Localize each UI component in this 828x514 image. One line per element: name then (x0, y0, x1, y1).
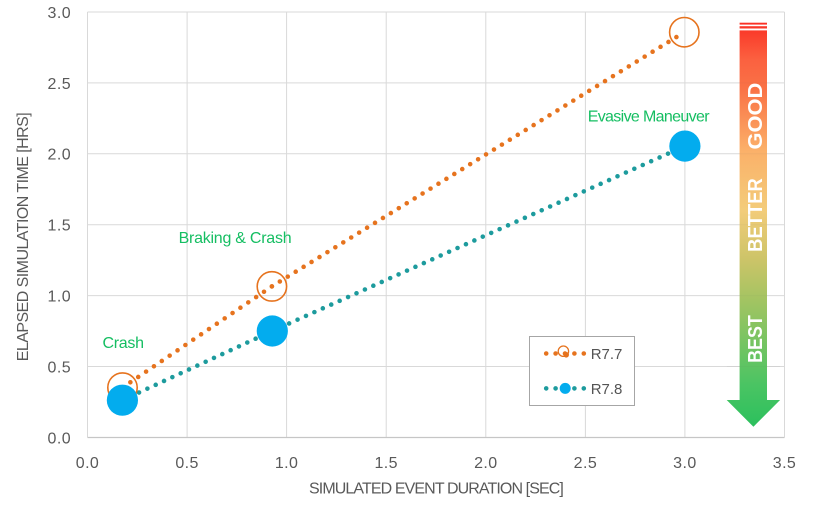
svg-text:1.0: 1.0 (275, 455, 298, 472)
svg-text:ELAPSED SIMULATION TIME [HRS]: ELAPSED SIMULATION TIME [HRS] (15, 113, 32, 362)
svg-text:3.5: 3.5 (773, 455, 796, 472)
svg-text:3.0: 3.0 (48, 5, 71, 22)
svg-text:R7.7: R7.7 (591, 346, 623, 363)
svg-text:1.5: 1.5 (48, 218, 71, 235)
svg-text:1.5: 1.5 (374, 455, 397, 472)
svg-text:2.5: 2.5 (574, 455, 597, 472)
svg-text:2.0: 2.0 (474, 455, 497, 472)
svg-text:BETTER: BETTER (745, 178, 767, 252)
svg-text:Braking & Crash: Braking & Crash (179, 230, 292, 247)
svg-text:GOOD: GOOD (745, 83, 767, 150)
svg-text:0.0: 0.0 (48, 430, 71, 447)
svg-text:2.5: 2.5 (48, 76, 71, 93)
svg-text:1.0: 1.0 (48, 289, 71, 306)
svg-text:2.0: 2.0 (48, 147, 71, 164)
svg-text:0.5: 0.5 (175, 455, 198, 472)
svg-text:SIMULATED EVENT DURATION [SEC]: SIMULATED EVENT DURATION [SEC] (309, 481, 563, 498)
svg-text:0.5: 0.5 (48, 359, 71, 376)
svg-text:BEST: BEST (745, 315, 767, 363)
svg-text:R7.8: R7.8 (591, 381, 623, 398)
svg-text:3.0: 3.0 (673, 455, 696, 472)
svg-text:0.0: 0.0 (76, 455, 99, 472)
svg-text:Evasive Maneuver: Evasive Maneuver (588, 109, 711, 126)
svg-text:Crash: Crash (103, 335, 144, 352)
